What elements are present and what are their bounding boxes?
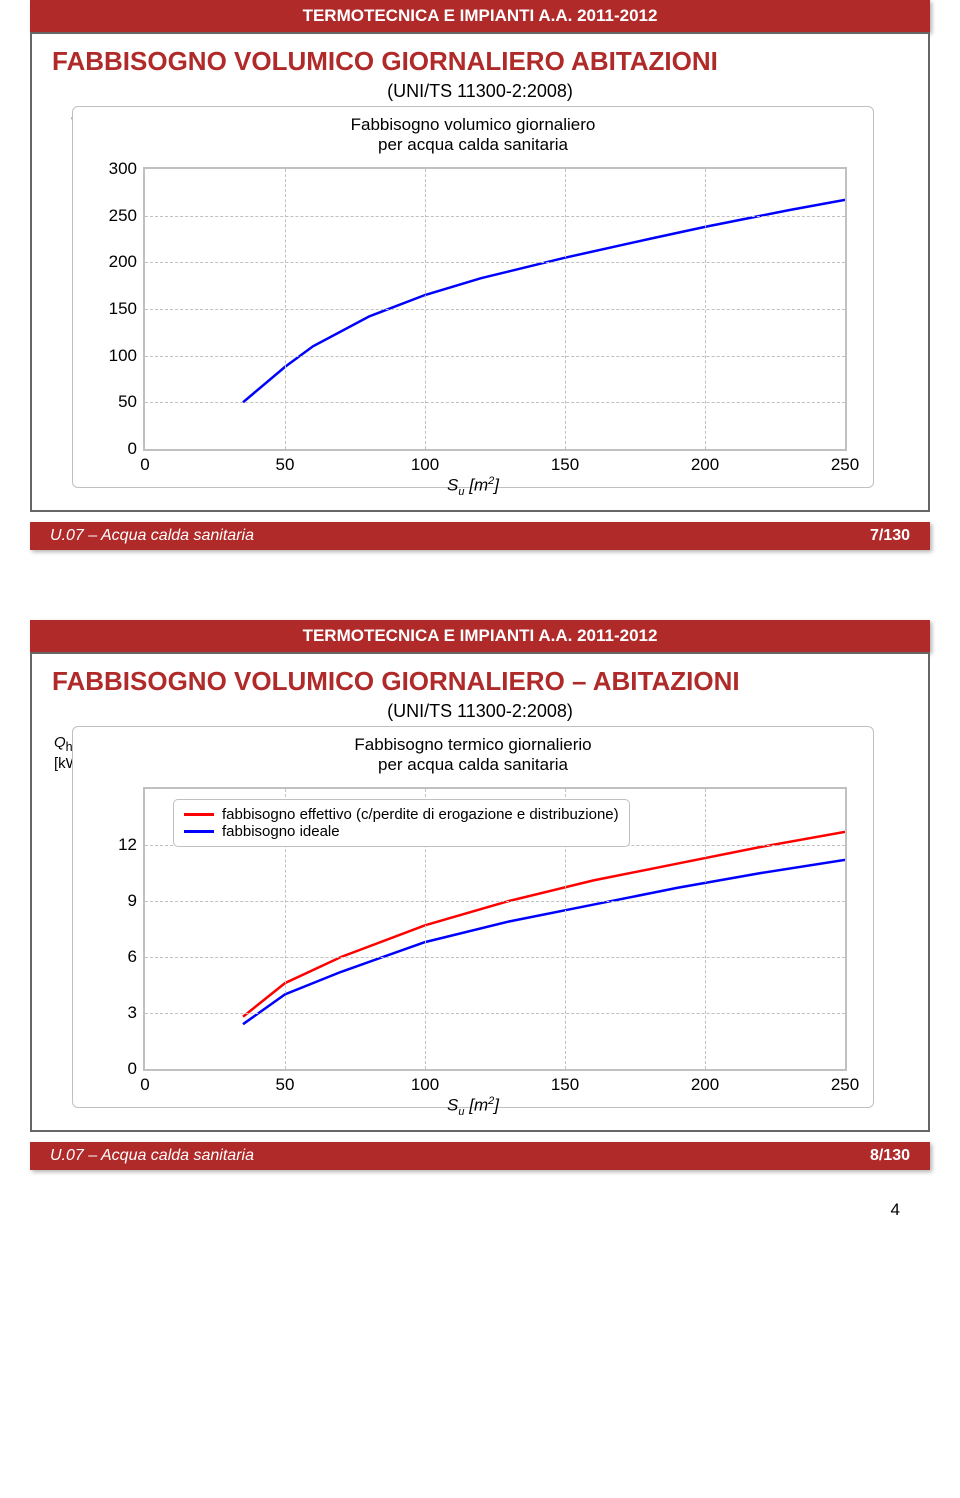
slide2-title: FABBISOGNO VOLUMICO GIORNALIERO – ABITAZ…	[32, 654, 928, 701]
slide2-subtitle: (UNI/TS 11300-2:2008)	[32, 701, 928, 722]
slide1-subtitle: (UNI/TS 11300-2:2008)	[32, 81, 928, 102]
chart2-legend: fabbisogno effettivo (c/perdite di eroga…	[173, 799, 630, 847]
course-header-2: TERMOTECNICA E IMPIANTI A.A. 2011-2012	[30, 620, 930, 652]
chart2-title: Fabbisogno termico giornalierioper acqua…	[73, 735, 873, 776]
page-number: 4	[0, 1200, 900, 1220]
course-header: TERMOTECNICA E IMPIANTI A.A. 2011-2012	[30, 0, 930, 32]
slide1-title: FABBISOGNO VOLUMICO GIORNALIERO ABITAZIO…	[32, 34, 928, 81]
slide2-footer-right: 8/130	[870, 1147, 910, 1165]
slide1-footer-left: U.07 – Acqua calda sanitaria	[50, 527, 254, 545]
chart1-box: Fabbisogno volumico giornalieroper acqua…	[72, 106, 874, 488]
slide2-footer: U.07 – Acqua calda sanitaria 8/130	[30, 1142, 930, 1170]
chart1-xlabel: Su [m2]	[73, 475, 873, 498]
chart1-title: Fabbisogno volumico giornalieroper acqua…	[73, 115, 873, 156]
chart2-box: Fabbisogno termico giornalierioper acqua…	[72, 726, 874, 1108]
slide-1: FABBISOGNO VOLUMICO GIORNALIERO ABITAZIO…	[30, 32, 930, 512]
slide2-footer-left: U.07 – Acqua calda sanitaria	[50, 1147, 254, 1165]
slide1-footer-right: 7/130	[870, 527, 910, 545]
slide1-footer: U.07 – Acqua calda sanitaria 7/130	[30, 522, 930, 550]
chart2-xlabel: Su [m2]	[73, 1095, 873, 1118]
chart1-plot: 050100150200250300050100150200250	[143, 167, 847, 451]
slide-2: FABBISOGNO VOLUMICO GIORNALIERO – ABITAZ…	[30, 652, 930, 1132]
